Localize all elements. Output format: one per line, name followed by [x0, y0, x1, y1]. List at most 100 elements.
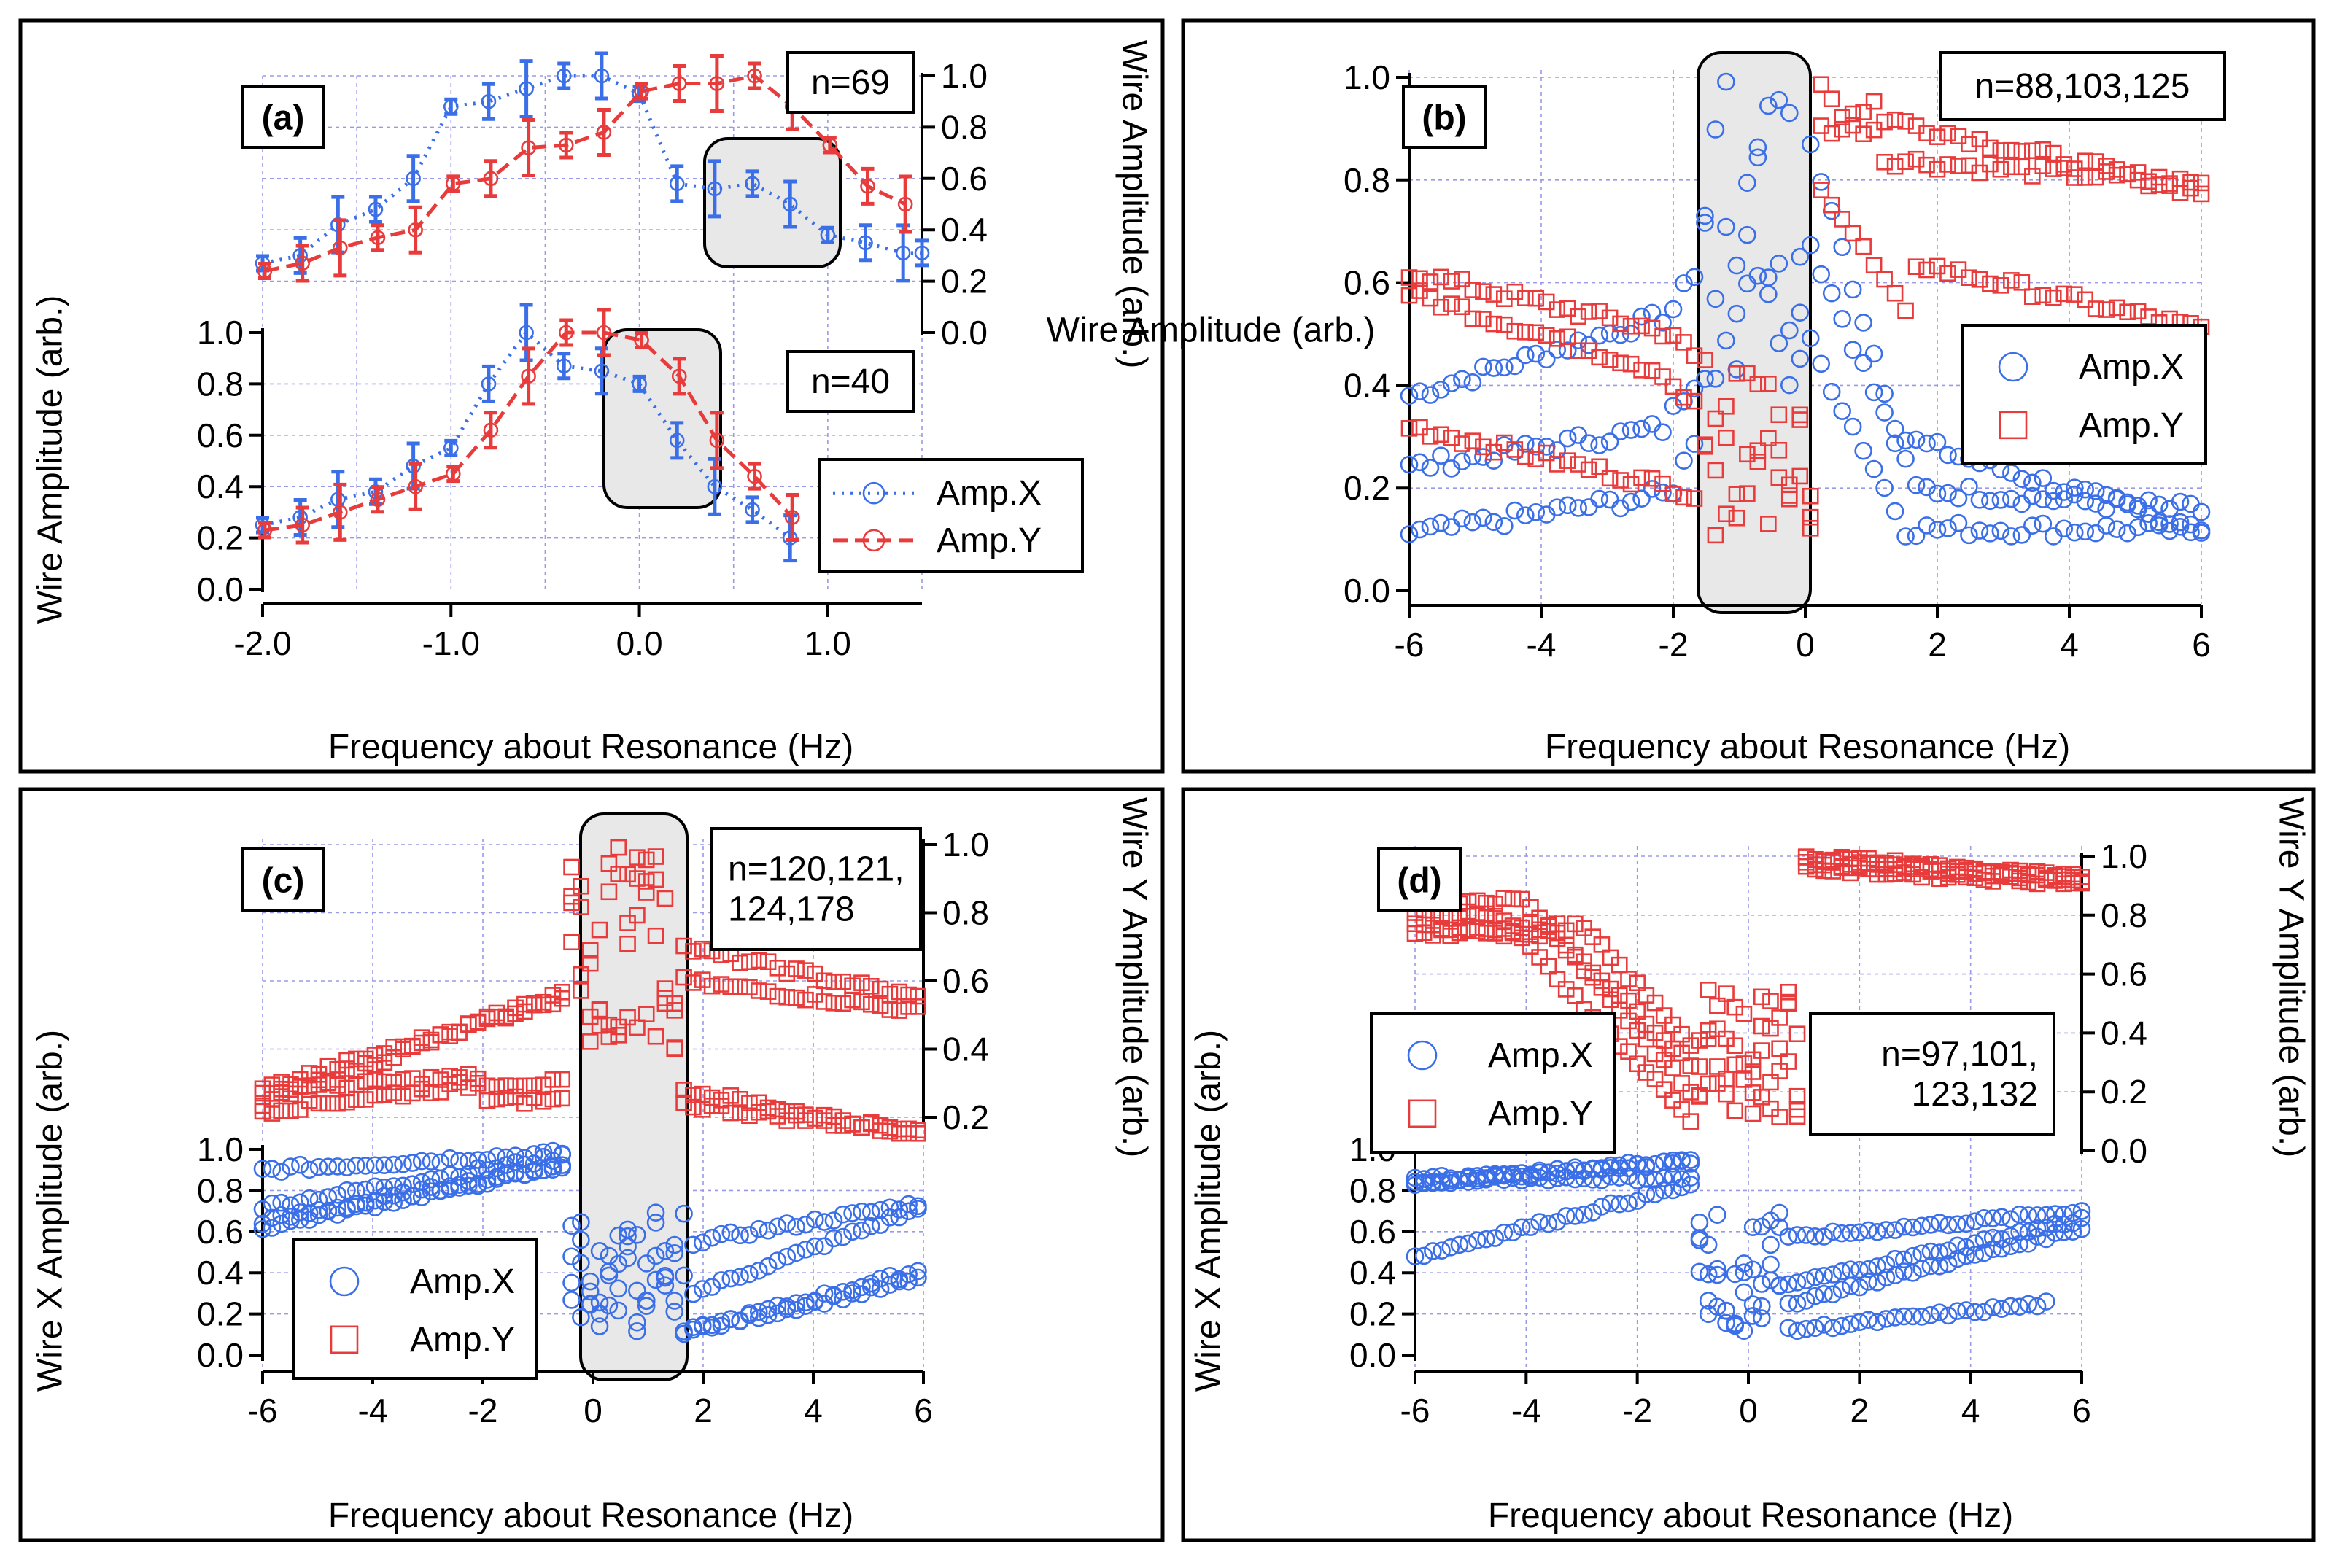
- amp-x-point: [1868, 1313, 1887, 1332]
- amp-y-point: [1664, 1092, 1681, 1109]
- amp-x-point: [1966, 1212, 1985, 1230]
- amp-x-point: [787, 1218, 805, 1236]
- amp-x-point: [1673, 1170, 1691, 1188]
- amp-x-point: [1400, 525, 1419, 543]
- amp-x-point: [1974, 1243, 1993, 1262]
- amp-y-point: [1760, 516, 1777, 532]
- amp-y-point: [1454, 298, 1470, 316]
- amp-x-point: [1868, 1223, 1887, 1241]
- amp-y-point: [478, 1077, 496, 1095]
- amp-y-point: [422, 1068, 440, 1086]
- amp-x-point: [562, 1216, 581, 1235]
- amp-x-point: [1484, 359, 1503, 377]
- amp-x-point: [1875, 478, 1894, 497]
- amp-y-point: [1726, 1056, 1744, 1074]
- amp-x-point: [721, 1310, 740, 1328]
- amp-x-point: [1788, 1273, 1807, 1292]
- amp-x-point: [1432, 381, 1450, 399]
- amp-y-point: [1686, 490, 1703, 507]
- amp-y-point: [404, 1038, 421, 1055]
- amp-y-point: [292, 1079, 309, 1095]
- amp-x-point: [1584, 1171, 1602, 1189]
- amp-x-point: [1815, 1316, 1833, 1334]
- amp-x-point: [478, 1171, 497, 1189]
- amp-y-point: [366, 1047, 384, 1063]
- amp-x-point: [1930, 1243, 1949, 1262]
- amp-x-point: [2010, 1297, 2028, 1316]
- amp-y-point: [1655, 1081, 1673, 1098]
- amp-y-point: [1655, 1032, 1673, 1049]
- right-y-tick-label: 0.2: [2101, 1073, 2147, 1111]
- amp-x-point: [1548, 441, 1567, 459]
- amp-x-point: [1495, 1223, 1514, 1242]
- data-point: [747, 68, 762, 84]
- amp-y-point: [1865, 93, 1883, 110]
- amp-x-point: [2002, 489, 2020, 508]
- amp-x-point: [328, 1206, 346, 1224]
- amp-y-point: [591, 921, 608, 939]
- amp-x-point: [412, 1188, 431, 1206]
- amp-x-point: [1824, 1319, 1842, 1338]
- right-y-tick-label: 0.8: [2101, 896, 2147, 934]
- amp-y-point: [1886, 856, 1904, 873]
- amp-x-point: [460, 1172, 478, 1190]
- amp-x-point: [1558, 429, 1577, 448]
- amp-y-point: [1744, 1051, 1762, 1068]
- amp-y-point: [516, 1003, 533, 1020]
- annotation-text: 123,132: [1911, 1076, 2038, 1114]
- amp-y-point: [1442, 928, 1460, 944]
- amp-x-point: [1894, 1262, 1913, 1281]
- amp-x-point: [759, 1221, 778, 1240]
- amp-y-point: [1469, 905, 1486, 923]
- amp-y-point: [1422, 273, 1439, 290]
- amp-x-point: [1743, 1218, 1762, 1236]
- amp-y-point: [1691, 1032, 1708, 1049]
- amp-x-point: [2076, 492, 2095, 511]
- y-tick-label: 0.6: [197, 416, 244, 454]
- legend-marker-amp-x: [1407, 1040, 1438, 1071]
- amp-y-point: [1762, 1074, 1779, 1091]
- amp-x-point: [422, 1152, 441, 1171]
- amp-y-point: [1433, 268, 1449, 286]
- amp-x-point: [487, 1168, 506, 1186]
- amp-y-point: [1753, 1042, 1770, 1059]
- amp-y-point: [1622, 355, 1640, 373]
- amp-y-point: [282, 1081, 299, 1098]
- amp-y-point: [507, 1077, 524, 1095]
- amp-x-point: [2036, 1292, 2055, 1311]
- amp-x-point: [693, 1233, 712, 1252]
- amp-y-point: [788, 989, 805, 1006]
- data-point: [596, 125, 612, 140]
- amp-x-point: [422, 1178, 441, 1196]
- x-tick-label: 6: [2072, 1392, 2091, 1429]
- amp-y-point: [563, 888, 580, 905]
- amp-x-point: [2063, 1203, 2082, 1222]
- amp-y-point: [1739, 365, 1756, 382]
- amp-x-point: [1453, 509, 1471, 528]
- amp-y-point: [1433, 921, 1450, 939]
- amp-y-point: [1877, 860, 1895, 877]
- amp-x-point: [1453, 452, 1471, 471]
- amp-x-point: [1432, 513, 1450, 532]
- amp-x-point: [328, 1185, 346, 1204]
- amp-y-point: [2108, 299, 2125, 317]
- amp-x-point: [1717, 72, 1735, 91]
- amp-y-point: [1654, 475, 1671, 492]
- data-point: [895, 245, 911, 261]
- amp-x-point: [1512, 1164, 1531, 1182]
- amp-x-point: [1601, 1194, 1620, 1213]
- amp-x-point: [1706, 120, 1725, 139]
- amp-x-point: [2001, 1297, 2020, 1316]
- panel-label: (b): [1422, 98, 1466, 137]
- data-point: [408, 222, 423, 238]
- amp-x-point: [1752, 1275, 1771, 1293]
- amp-y-point: [1855, 104, 1872, 120]
- amp-x-point: [1960, 478, 1978, 496]
- amp-x-point: [272, 1206, 290, 1224]
- amp-x-point: [1512, 1171, 1531, 1189]
- amp-x-point: [1569, 426, 1587, 444]
- y-tick-label: 0.8: [197, 365, 244, 403]
- amp-y-point: [301, 1065, 318, 1082]
- amp-y-point: [1400, 420, 1418, 437]
- amp-x-point: [824, 1287, 843, 1305]
